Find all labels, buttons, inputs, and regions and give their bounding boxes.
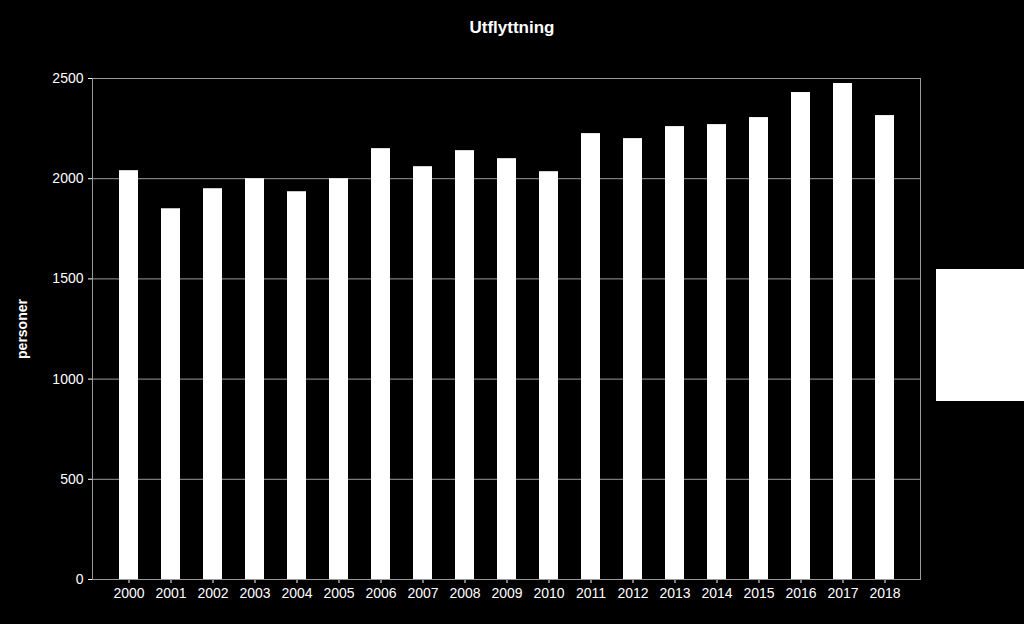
- svg-text:2018: 2018: [869, 585, 900, 601]
- svg-text:2013: 2013: [659, 585, 690, 601]
- svg-text:2500: 2500: [52, 70, 83, 86]
- svg-text:personer: personer: [14, 298, 30, 358]
- svg-text:1500: 1500: [52, 270, 83, 286]
- svg-text:2003: 2003: [239, 585, 270, 601]
- svg-text:0: 0: [76, 571, 84, 587]
- svg-text:2016: 2016: [785, 585, 816, 601]
- svg-text:2002: 2002: [197, 585, 228, 601]
- svg-text:2001: 2001: [155, 585, 186, 601]
- svg-text:2010: 2010: [533, 585, 564, 601]
- svg-text:1000: 1000: [52, 371, 83, 387]
- svg-text:2014: 2014: [701, 585, 732, 601]
- svg-text:2000: 2000: [52, 170, 83, 186]
- svg-text:2017: 2017: [827, 585, 858, 601]
- svg-text:2008: 2008: [449, 585, 480, 601]
- svg-text:2005: 2005: [323, 585, 354, 601]
- svg-text:2011: 2011: [576, 585, 606, 601]
- svg-text:500: 500: [60, 471, 84, 487]
- svg-text:2004: 2004: [281, 585, 312, 601]
- svg-text:2015: 2015: [743, 585, 774, 601]
- svg-text:2012: 2012: [617, 585, 648, 601]
- svg-text:2007: 2007: [407, 585, 438, 601]
- svg-text:2009: 2009: [491, 585, 522, 601]
- svg-text:2006: 2006: [365, 585, 396, 601]
- svg-text:2000: 2000: [113, 585, 144, 601]
- html-text:Utflyttning: Utflyttning: [469, 18, 555, 37]
